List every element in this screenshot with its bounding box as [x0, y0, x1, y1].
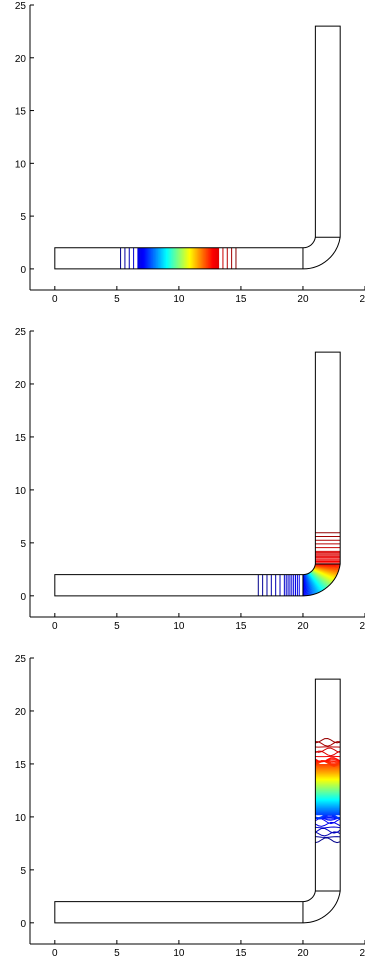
panel-middle: 0 5 10 15 20 25 0 5 10 15 20 25 [15, 327, 365, 632]
contour-field [257, 532, 341, 596]
contour-line [315, 747, 341, 753]
contour-line [315, 827, 341, 834]
contour-line [315, 821, 341, 827]
x-tick-label: 5 [114, 294, 120, 305]
contour-line [315, 757, 341, 763]
y-tick-label: 15 [15, 433, 27, 444]
y-tick-label: 5 [20, 212, 26, 223]
contour-line [315, 837, 341, 844]
contour-line [315, 738, 341, 744]
x-tick-label: 25 [359, 948, 365, 959]
contour-field [315, 738, 341, 844]
y-tick-label: 0 [20, 592, 26, 603]
y-tick-label: 20 [15, 54, 27, 65]
contour-line [315, 826, 341, 829]
x-tick-label: 20 [297, 294, 309, 305]
x-tick-label: 0 [52, 294, 58, 305]
pipe-outline [54, 25, 341, 270]
y-tick-label: 20 [15, 380, 27, 391]
x-tick-label: 10 [173, 948, 185, 959]
x-tick-label: 15 [235, 621, 247, 632]
x-tick-label: 0 [52, 621, 58, 632]
pipe-outline [54, 351, 341, 597]
x-tick-label: 25 [359, 621, 365, 632]
y-tick-label: 0 [20, 265, 26, 276]
y-tick-label: 25 [15, 654, 27, 665]
contour-line [315, 750, 341, 757]
y-tick-label: 25 [15, 1, 27, 12]
y-tick-label: 25 [15, 327, 27, 338]
x-tick-label: 25 [359, 294, 365, 305]
y-tick-label: 0 [20, 919, 26, 930]
y-tick-label: 5 [20, 539, 26, 550]
x-tick-label: 10 [173, 621, 185, 632]
panel-bottom: 0 5 10 15 20 25 0 5 10 15 20 25 [15, 654, 365, 959]
y-tick-label: 20 [15, 707, 27, 718]
pipe-outline [54, 678, 341, 924]
y-tick-label: 15 [15, 760, 27, 771]
y-tick-label: 15 [15, 107, 27, 118]
y-tick-label: 10 [15, 486, 27, 497]
x-tick-label: 20 [297, 621, 309, 632]
contour-line [315, 836, 341, 838]
panel-top: 0 5 10 15 20 25 0 5 10 15 20 25 [15, 1, 365, 305]
y-tick-label: 10 [15, 813, 27, 824]
x-tick-label: 0 [52, 948, 58, 959]
y-tick-label: 5 [20, 866, 26, 877]
x-tick-label: 20 [297, 948, 309, 959]
x-tick-label: 10 [173, 294, 185, 305]
contour-line [315, 831, 341, 837]
x-tick-label: 15 [235, 948, 247, 959]
y-tick-label: 10 [15, 159, 27, 170]
contour-field [120, 247, 237, 269]
x-tick-label: 5 [114, 621, 120, 632]
x-tick-label: 5 [114, 948, 120, 959]
x-tick-label: 15 [235, 294, 247, 305]
